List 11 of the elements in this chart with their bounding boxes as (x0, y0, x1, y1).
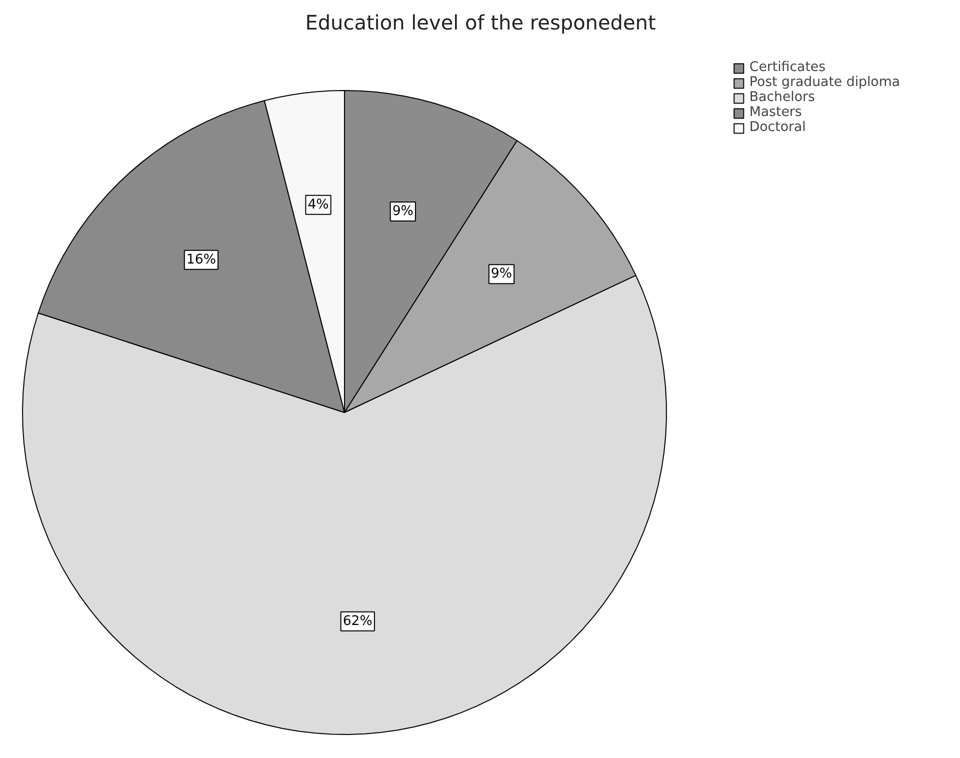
legend-label: Certificates (749, 60, 826, 75)
chart-title: Education level of the responedent (305, 10, 656, 34)
legend-label: Post graduate diploma (749, 75, 900, 90)
legend-label: Bachelors (749, 90, 815, 105)
data-label: 62% (342, 614, 372, 629)
legend-label: Doctoral (749, 120, 806, 135)
data-label: 4% (308, 197, 329, 212)
data-label: 9% (490, 266, 512, 282)
data-label: 9% (392, 204, 414, 220)
legend-label: Masters (749, 105, 802, 120)
data-label: 16% (186, 252, 216, 268)
